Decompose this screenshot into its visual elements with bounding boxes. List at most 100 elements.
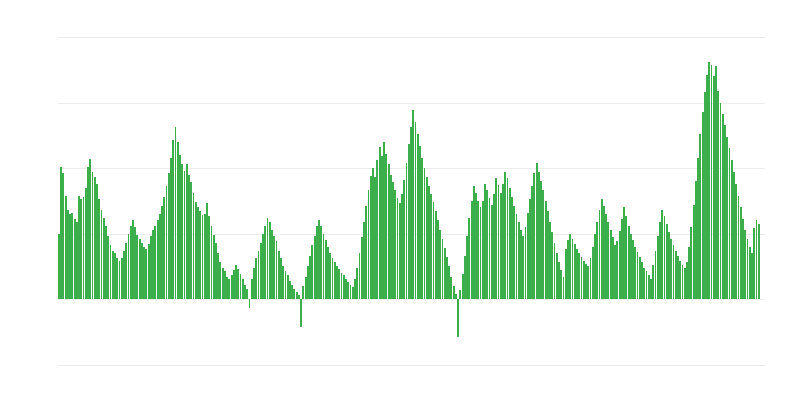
bar: [681, 264, 684, 299]
bar: [728, 148, 731, 299]
bar: [685, 262, 688, 299]
bar: [701, 111, 704, 299]
bar: [248, 299, 251, 309]
bar: [697, 157, 700, 299]
bar: [111, 250, 114, 299]
bar: [322, 233, 325, 299]
bar: [721, 114, 724, 299]
bar: [125, 242, 128, 299]
bar: [266, 217, 269, 299]
bar: [587, 266, 590, 299]
bar: [60, 166, 63, 299]
bar: [118, 261, 121, 299]
bar: [82, 196, 85, 299]
bar: [170, 157, 172, 299]
bar: [605, 213, 608, 299]
bar: [744, 229, 747, 299]
bar: [450, 276, 453, 299]
bar: [448, 266, 451, 299]
bar: [100, 209, 103, 299]
bar: [302, 285, 305, 299]
bar: [614, 245, 617, 299]
bar: [376, 160, 379, 299]
bar: [692, 204, 695, 299]
bar: [452, 285, 455, 299]
bar: [757, 224, 760, 299]
bar: [423, 168, 426, 299]
bar: [394, 190, 397, 299]
bar: [255, 258, 258, 299]
bar: [710, 64, 713, 299]
bar: [190, 182, 193, 299]
bar: [183, 170, 186, 299]
bar: [652, 264, 655, 299]
bar: [120, 258, 123, 299]
bar: [493, 194, 495, 299]
bar: [152, 229, 155, 299]
bar: [576, 249, 578, 299]
bar: [457, 299, 460, 337]
bar: [690, 226, 693, 299]
bar: [641, 262, 643, 299]
gridline: [58, 37, 765, 38]
bar: [437, 220, 439, 299]
bar: [459, 289, 462, 299]
gridline: [58, 103, 765, 104]
bar: [371, 168, 374, 299]
bar: [401, 194, 403, 299]
bar: [389, 174, 392, 299]
bar: [746, 238, 749, 299]
bar: [553, 242, 556, 299]
bar: [569, 233, 572, 299]
bar: [484, 183, 486, 299]
bar: [499, 192, 502, 299]
bar: [461, 274, 464, 299]
bar: [454, 293, 457, 299]
bar: [443, 247, 446, 299]
bar: [277, 250, 280, 299]
bar: [425, 177, 428, 299]
bar: [623, 207, 626, 299]
bar: [78, 195, 80, 299]
bar: [336, 266, 338, 299]
bar: [627, 225, 630, 299]
bar: [324, 240, 327, 299]
bar: [313, 236, 316, 299]
bar: [416, 133, 419, 299]
bar: [295, 292, 298, 299]
bar: [221, 267, 224, 299]
bar: [542, 190, 545, 299]
bar: [730, 160, 733, 299]
bar: [93, 177, 96, 299]
bar: [203, 213, 206, 299]
bar: [132, 220, 134, 299]
bar: [304, 276, 307, 299]
bar: [58, 233, 60, 299]
bar: [300, 299, 303, 327]
bar: [264, 225, 267, 299]
bar: [495, 178, 498, 299]
bar: [719, 102, 722, 299]
bar: [504, 171, 507, 299]
bar: [378, 147, 381, 299]
bar: [412, 110, 415, 299]
bar: [524, 226, 527, 299]
bar: [363, 221, 365, 299]
bar: [481, 200, 484, 299]
bar: [580, 257, 583, 299]
bar: [165, 186, 168, 299]
bar: [629, 233, 632, 299]
bar: [188, 174, 190, 299]
bar: [546, 211, 549, 299]
bar: [502, 183, 504, 299]
bar: [311, 245, 314, 299]
bar: [715, 65, 717, 299]
bar: [143, 246, 146, 299]
bar: [472, 186, 475, 299]
bar: [607, 221, 610, 299]
bar: [280, 258, 282, 299]
bar: [158, 213, 161, 299]
bar: [683, 267, 686, 299]
